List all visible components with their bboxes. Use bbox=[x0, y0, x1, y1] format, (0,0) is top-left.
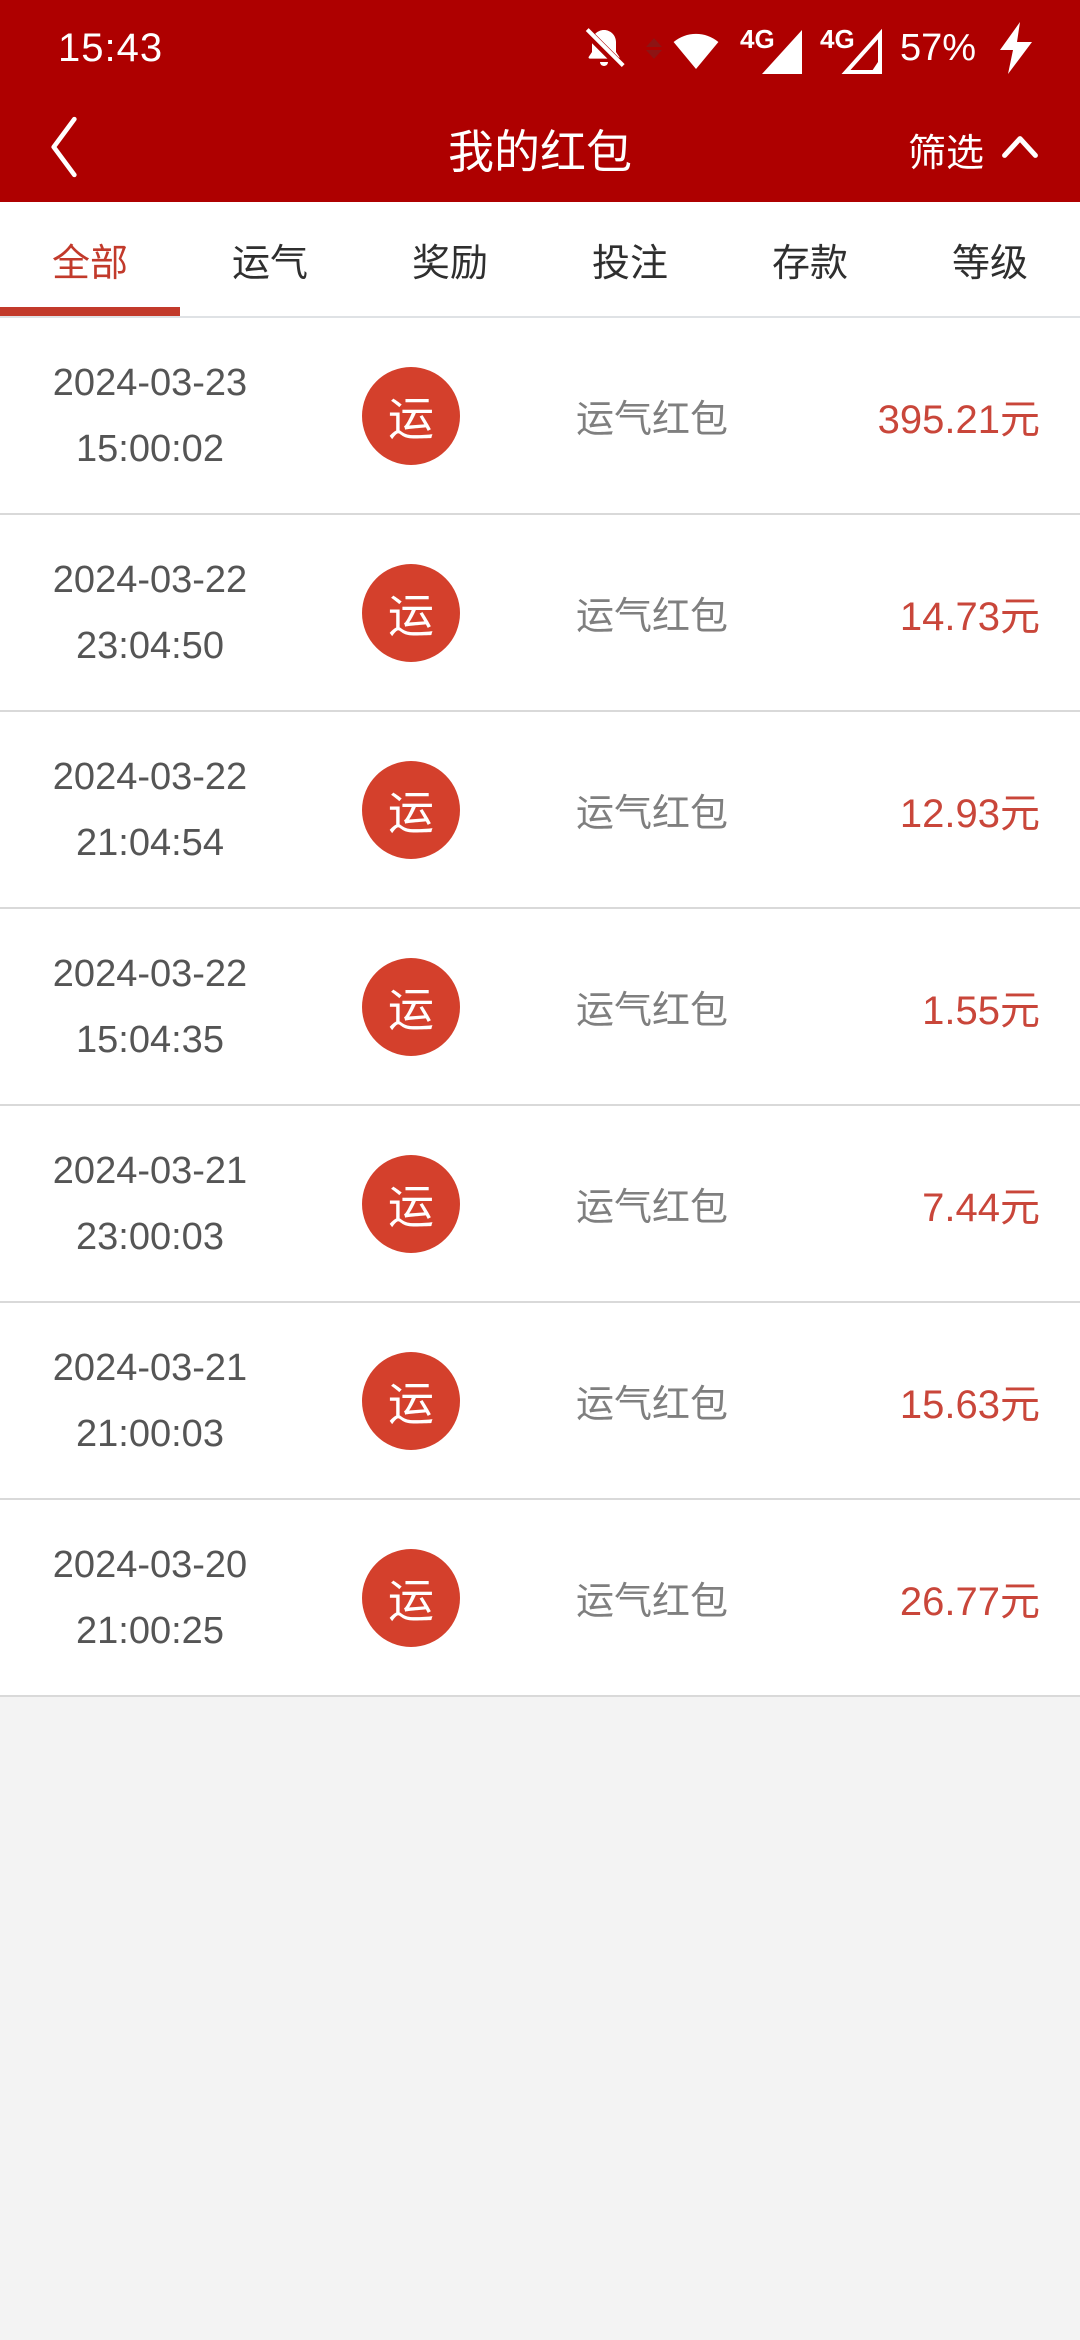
tab-luck[interactable]: 运气 bbox=[180, 202, 360, 316]
item-amount: 395.21元 bbox=[877, 397, 1040, 442]
item-time: 23:04:50 bbox=[76, 624, 224, 667]
item-type: 运气红包 bbox=[576, 399, 729, 441]
list-item[interactable]: 2024-03-21 23:00:03 运 运气红包 7.44元 bbox=[0, 1106, 1080, 1303]
item-amount: 26.77元 bbox=[899, 1579, 1040, 1624]
svg-text:4G: 4G bbox=[820, 24, 855, 54]
tab-label: 运气 bbox=[231, 242, 308, 285]
item-date: 2024-03-23 bbox=[52, 361, 248, 404]
item-amount: 7.44元 bbox=[922, 1185, 1040, 1230]
item-type: 运气红包 bbox=[576, 1581, 729, 1623]
status-bar: 15:43 4G bbox=[0, 0, 1080, 96]
filter-label: 筛选 bbox=[907, 132, 984, 175]
item-time: 21:00:25 bbox=[76, 1609, 224, 1652]
tab-label: 全部 bbox=[51, 242, 128, 285]
tab-label: 投注 bbox=[591, 242, 668, 285]
luck-badge-icon: 运 bbox=[362, 1154, 460, 1253]
item-time: 23:00:03 bbox=[76, 1215, 224, 1258]
item-type: 运气红包 bbox=[576, 1384, 729, 1426]
item-amount: 15.63元 bbox=[899, 1382, 1040, 1427]
list-item[interactable]: 2024-03-22 21:04:54 运 运气红包 12.93元 bbox=[0, 712, 1080, 909]
filter-button[interactable]: 筛选 bbox=[908, 122, 1040, 177]
item-datetime: 2024-03-20 21:00:25 bbox=[0, 1532, 300, 1664]
item-amount: 1.55元 bbox=[922, 988, 1040, 1033]
signal-4g-primary-icon: 4G bbox=[740, 22, 802, 74]
item-date: 2024-03-22 bbox=[52, 952, 248, 995]
luck-badge-icon: 运 bbox=[362, 366, 460, 465]
item-amount: 14.73元 bbox=[899, 594, 1040, 639]
tab-label: 等级 bbox=[951, 242, 1028, 285]
item-type: 运气红包 bbox=[576, 596, 729, 638]
item-datetime: 2024-03-22 23:04:50 bbox=[0, 547, 300, 679]
luck-badge-icon: 运 bbox=[362, 760, 460, 859]
item-datetime: 2024-03-22 21:04:54 bbox=[0, 744, 300, 876]
list-item[interactable]: 2024-03-20 21:00:25 运 运气红包 26.77元 bbox=[0, 1500, 1080, 1697]
item-type: 运气红包 bbox=[576, 1187, 729, 1229]
tab-label: 存款 bbox=[771, 242, 848, 285]
back-chevron-icon bbox=[40, 114, 86, 185]
luck-badge-icon: 运 bbox=[362, 957, 460, 1056]
tab-bet[interactable]: 投注 bbox=[540, 202, 720, 316]
item-time: 15:04:35 bbox=[76, 1018, 224, 1061]
list-item[interactable]: 2024-03-22 23:04:50 运 运气红包 14.73元 bbox=[0, 515, 1080, 712]
empty-area bbox=[0, 1697, 1080, 2340]
charging-bolt-icon bbox=[994, 22, 1038, 74]
wifi-icon bbox=[670, 25, 722, 71]
tab-deposit[interactable]: 存款 bbox=[720, 202, 900, 316]
item-datetime: 2024-03-21 23:00:03 bbox=[0, 1138, 300, 1270]
app-header: 我的红包 筛选 bbox=[0, 96, 1080, 202]
notifications-off-icon bbox=[580, 24, 628, 72]
tab-bar: 全部 运气 奖励 投注 存款 等级 bbox=[0, 202, 1080, 318]
list-item[interactable]: 2024-03-23 15:00:02 运 运气红包 395.21元 bbox=[0, 318, 1080, 515]
luck-badge-icon: 运 bbox=[362, 1548, 460, 1647]
item-amount: 12.93元 bbox=[899, 791, 1040, 836]
item-datetime: 2024-03-23 15:00:02 bbox=[0, 350, 300, 482]
item-type: 运气红包 bbox=[576, 990, 729, 1032]
list-item[interactable]: 2024-03-21 21:00:03 运 运气红包 15.63元 bbox=[0, 1303, 1080, 1500]
network-activity-icon bbox=[645, 37, 662, 59]
item-time: 21:04:54 bbox=[76, 821, 224, 864]
svg-text:4G: 4G bbox=[740, 24, 775, 54]
back-button[interactable] bbox=[40, 114, 110, 185]
luck-badge-icon: 运 bbox=[362, 563, 460, 662]
signal-4g-secondary-icon: 4G bbox=[820, 22, 882, 74]
item-time: 21:00:03 bbox=[76, 1412, 224, 1455]
item-datetime: 2024-03-22 15:04:35 bbox=[0, 941, 300, 1073]
tab-all[interactable]: 全部 bbox=[0, 202, 180, 316]
status-clock: 15:43 bbox=[58, 25, 164, 70]
item-date: 2024-03-21 bbox=[52, 1346, 248, 1389]
luck-badge-icon: 运 bbox=[362, 1351, 460, 1450]
item-date: 2024-03-22 bbox=[52, 558, 248, 601]
battery-percent: 57% bbox=[899, 26, 976, 69]
item-date: 2024-03-21 bbox=[52, 1149, 248, 1192]
item-type: 运气红包 bbox=[576, 793, 729, 835]
item-time: 15:00:02 bbox=[76, 427, 224, 470]
tab-reward[interactable]: 奖励 bbox=[360, 202, 540, 316]
item-date: 2024-03-22 bbox=[52, 755, 248, 798]
item-date: 2024-03-20 bbox=[52, 1543, 248, 1586]
tab-level[interactable]: 等级 bbox=[900, 202, 1080, 316]
redpacket-list: 2024-03-23 15:00:02 运 运气红包 395.21元 2024-… bbox=[0, 318, 1080, 1697]
list-item[interactable]: 2024-03-22 15:04:35 运 运气红包 1.55元 bbox=[0, 909, 1080, 1106]
tab-label: 奖励 bbox=[411, 242, 488, 285]
chevron-up-icon bbox=[1000, 133, 1040, 166]
item-datetime: 2024-03-21 21:00:03 bbox=[0, 1335, 300, 1467]
